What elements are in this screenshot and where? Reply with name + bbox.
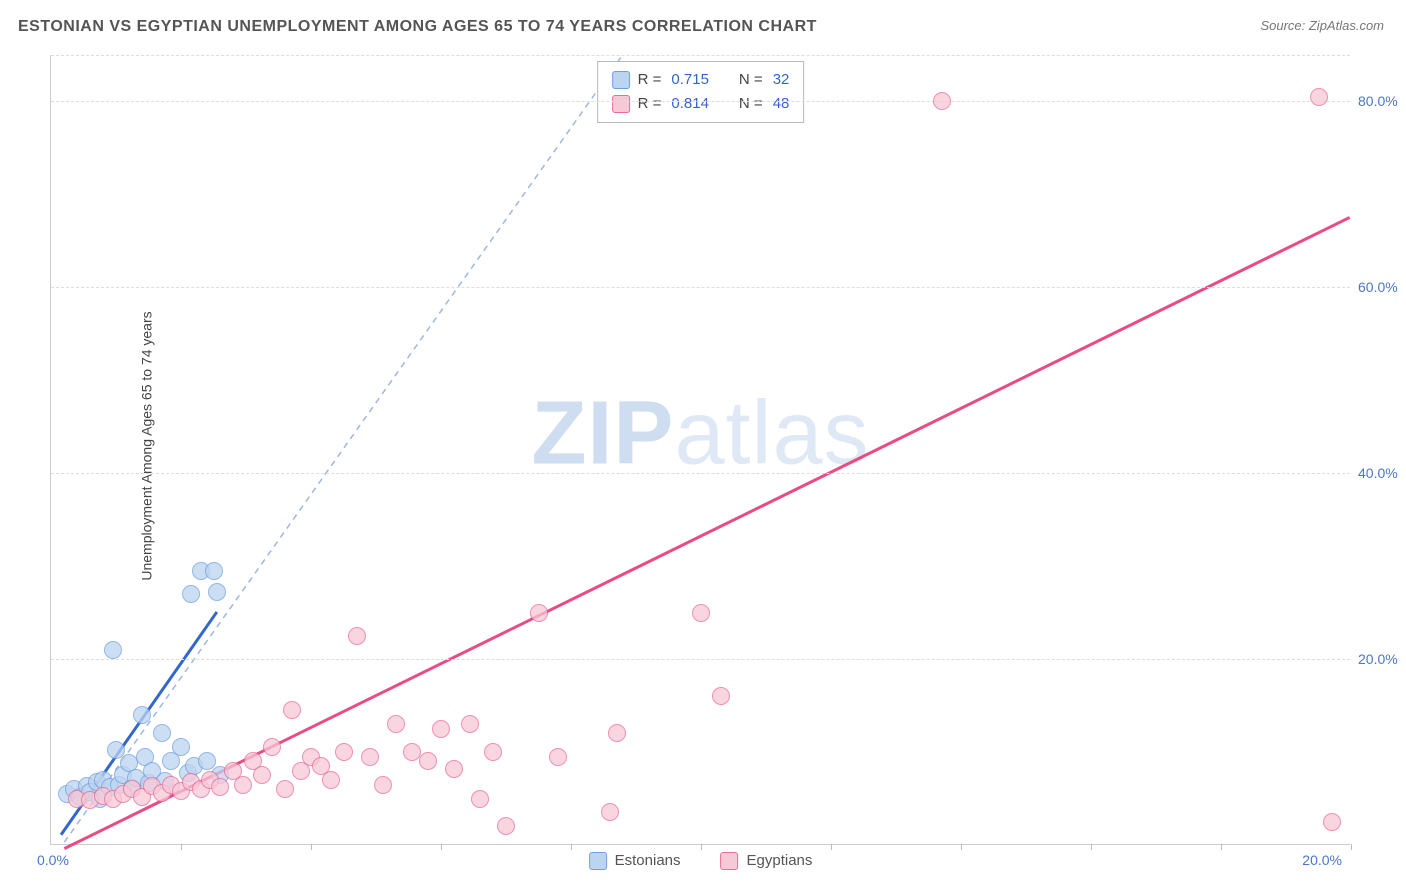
source-label: Source: ZipAtlas.com bbox=[1260, 18, 1384, 33]
data-point-egyptians bbox=[549, 748, 567, 766]
data-point-egyptians bbox=[497, 817, 515, 835]
legend-swatch-egyptians bbox=[721, 852, 739, 870]
data-point-egyptians bbox=[471, 790, 489, 808]
data-point-egyptians bbox=[374, 776, 392, 794]
data-point-egyptians bbox=[601, 803, 619, 821]
data-point-egyptians bbox=[432, 720, 450, 738]
gridline bbox=[51, 101, 1350, 102]
legend-item-estonians: Estonians bbox=[589, 852, 681, 870]
y-tick-label: 80.0% bbox=[1358, 93, 1406, 109]
plot-area: ZIPatlas R = 0.715 N = 32 R = 0.814 N = … bbox=[50, 55, 1350, 845]
data-point-egyptians bbox=[387, 715, 405, 733]
data-point-egyptians bbox=[1310, 88, 1328, 106]
x-tick-mark bbox=[441, 844, 442, 850]
data-point-egyptians bbox=[283, 701, 301, 719]
legend-r-value-egyptians: 0.814 bbox=[671, 92, 709, 116]
data-point-egyptians bbox=[335, 743, 353, 761]
legend-swatch-estonians bbox=[589, 852, 607, 870]
x-tick-mark bbox=[1351, 844, 1352, 850]
data-point-estonians bbox=[153, 724, 171, 742]
gridline bbox=[51, 287, 1350, 288]
data-point-egyptians bbox=[608, 724, 626, 742]
data-point-egyptians bbox=[461, 715, 479, 733]
data-point-estonians bbox=[104, 641, 122, 659]
legend-n-label: N = bbox=[739, 92, 763, 116]
y-tick-label: 60.0% bbox=[1358, 279, 1406, 295]
legend-row-egyptians: R = 0.814 N = 48 bbox=[612, 92, 790, 116]
legend-swatch-egyptians bbox=[612, 95, 630, 113]
chart-svg bbox=[51, 55, 1350, 844]
gridline bbox=[51, 55, 1350, 56]
data-point-egyptians bbox=[933, 92, 951, 110]
legend-item-egyptians: Egyptians bbox=[721, 852, 813, 870]
legend-label-estonians: Estonians bbox=[615, 852, 681, 869]
legend-r-label: R = bbox=[638, 68, 662, 92]
legend-label-egyptians: Egyptians bbox=[747, 852, 813, 869]
data-point-estonians bbox=[182, 585, 200, 603]
y-tick-label: 40.0% bbox=[1358, 465, 1406, 481]
legend-series: Estonians Egyptians bbox=[589, 852, 813, 870]
data-point-estonians bbox=[205, 562, 223, 580]
data-point-egyptians bbox=[1323, 813, 1341, 831]
x-tick-mark bbox=[831, 844, 832, 850]
data-point-egyptians bbox=[530, 604, 548, 622]
data-point-egyptians bbox=[276, 780, 294, 798]
data-point-egyptians bbox=[484, 743, 502, 761]
data-point-egyptians bbox=[211, 778, 229, 796]
data-point-estonians bbox=[133, 706, 151, 724]
x-tick-mark bbox=[181, 844, 182, 850]
x-tick-mark bbox=[571, 844, 572, 850]
x-tick-mark bbox=[1221, 844, 1222, 850]
legend-correlation: R = 0.715 N = 32 R = 0.814 N = 48 bbox=[597, 61, 805, 123]
data-point-egyptians bbox=[419, 752, 437, 770]
data-point-egyptians bbox=[403, 743, 421, 761]
data-point-egyptians bbox=[712, 687, 730, 705]
data-point-egyptians bbox=[348, 627, 366, 645]
x-tick-mark bbox=[1091, 844, 1092, 850]
x-tick-right: 20.0% bbox=[1302, 852, 1342, 868]
chart-title: ESTONIAN VS EGYPTIAN UNEMPLOYMENT AMONG … bbox=[18, 18, 817, 36]
data-point-estonians bbox=[172, 738, 190, 756]
gridline bbox=[51, 659, 1350, 660]
legend-r-value-estonians: 0.715 bbox=[671, 68, 709, 92]
data-point-egyptians bbox=[361, 748, 379, 766]
data-point-egyptians bbox=[692, 604, 710, 622]
data-point-egyptians bbox=[234, 776, 252, 794]
legend-n-label: N = bbox=[739, 68, 763, 92]
x-tick-zero: 0.0% bbox=[37, 852, 69, 868]
legend-swatch-estonians bbox=[612, 71, 630, 89]
data-point-egyptians bbox=[322, 771, 340, 789]
data-point-estonians bbox=[208, 583, 226, 601]
data-point-egyptians bbox=[445, 760, 463, 778]
data-point-egyptians bbox=[253, 766, 271, 784]
x-tick-mark bbox=[961, 844, 962, 850]
legend-n-value-egyptians: 48 bbox=[773, 92, 790, 116]
gridline bbox=[51, 473, 1350, 474]
x-tick-mark bbox=[701, 844, 702, 850]
legend-row-estonians: R = 0.715 N = 32 bbox=[612, 68, 790, 92]
x-tick-mark bbox=[311, 844, 312, 850]
legend-n-value-estonians: 32 bbox=[773, 68, 790, 92]
legend-r-label: R = bbox=[638, 92, 662, 116]
data-point-egyptians bbox=[263, 738, 281, 756]
trend-line bbox=[64, 55, 622, 842]
y-tick-label: 20.0% bbox=[1358, 651, 1406, 667]
